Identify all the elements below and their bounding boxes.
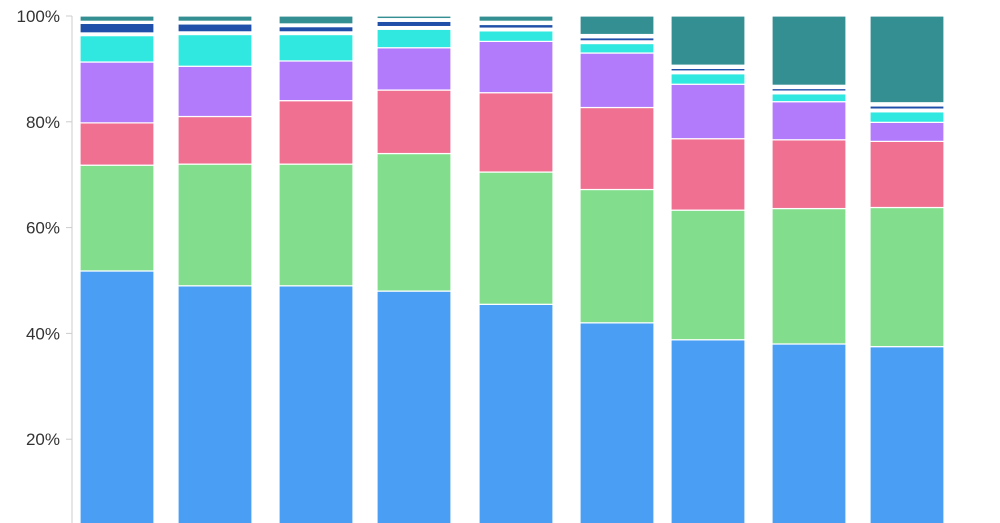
bars-layer xyxy=(79,15,945,523)
bar-segment xyxy=(869,15,945,104)
bar-stack-3 xyxy=(278,15,354,523)
bar-segment xyxy=(79,15,155,22)
bar-segment xyxy=(376,89,452,155)
bar-segment xyxy=(771,207,847,345)
bar-segment xyxy=(579,106,655,191)
bar-segment xyxy=(771,139,847,210)
bar-segment xyxy=(376,28,452,49)
bar-segment xyxy=(670,339,746,523)
bar-stack-6 xyxy=(579,15,655,523)
y-tick-label: 100% xyxy=(17,7,60,26)
bar-segment xyxy=(278,60,354,102)
bar-segment xyxy=(771,93,847,103)
bar-stack-7 xyxy=(670,15,746,523)
bar-segment xyxy=(869,111,945,123)
bar-segment xyxy=(478,303,554,523)
y-tick-label: 40% xyxy=(26,324,60,343)
bar-segment xyxy=(278,163,354,287)
bar-segment xyxy=(771,15,847,86)
bar-segment xyxy=(670,73,746,85)
bar-segment xyxy=(579,42,655,54)
bar-segment xyxy=(278,25,354,33)
bar-segment xyxy=(771,101,847,141)
bar-segment xyxy=(771,343,847,523)
bar-segment xyxy=(376,47,452,91)
bar-segment xyxy=(670,138,746,211)
bar-segment xyxy=(376,152,452,292)
bar-segment xyxy=(670,15,746,66)
bar-segment xyxy=(278,33,354,62)
bar-segment xyxy=(869,346,945,523)
bar-segment xyxy=(79,122,155,166)
bar-segment xyxy=(869,121,945,142)
bar-segment xyxy=(79,34,155,63)
bar-segment xyxy=(579,188,655,324)
bar-segment xyxy=(478,171,554,305)
bar-segment xyxy=(278,285,354,523)
bar-segment xyxy=(79,22,155,34)
y-axis: 20% 40% 60% 80% 100% xyxy=(17,7,73,523)
bar-stack-1 xyxy=(79,15,155,523)
bar-stack-4 xyxy=(376,15,452,523)
bar-stack-8 xyxy=(771,15,847,523)
bar-stack-9 xyxy=(869,15,945,523)
bar-segment xyxy=(177,115,253,165)
bar-stack-5 xyxy=(478,15,554,523)
bar-segment xyxy=(376,290,452,523)
bar-segment xyxy=(478,30,554,42)
bar-segment xyxy=(376,15,452,20)
bar-segment xyxy=(376,20,452,28)
bar-segment xyxy=(79,61,155,124)
bar-segment xyxy=(278,15,354,25)
y-tick-label: 20% xyxy=(26,430,60,449)
bar-segment xyxy=(177,285,253,523)
bar-segment xyxy=(177,23,253,33)
bar-segment xyxy=(869,206,945,348)
bar-segment xyxy=(478,40,554,94)
bar-segment xyxy=(278,100,354,165)
bar-segment xyxy=(177,163,253,287)
bar-segment xyxy=(79,164,155,272)
bar-segment xyxy=(670,83,746,140)
bar-stack-2 xyxy=(177,15,253,523)
bar-segment xyxy=(478,15,554,22)
bar-segment xyxy=(478,92,554,173)
bar-segment xyxy=(869,140,945,209)
bar-segment xyxy=(670,209,746,341)
bar-segment xyxy=(177,33,253,67)
bar-segment xyxy=(579,322,655,523)
bar-segment xyxy=(79,270,155,523)
bar-segment xyxy=(579,15,655,36)
bar-segment xyxy=(579,52,655,109)
y-tick-label: 60% xyxy=(26,219,60,238)
bar-segment xyxy=(177,15,253,22)
bar-segment xyxy=(177,65,253,118)
y-tick-label: 80% xyxy=(26,113,60,132)
